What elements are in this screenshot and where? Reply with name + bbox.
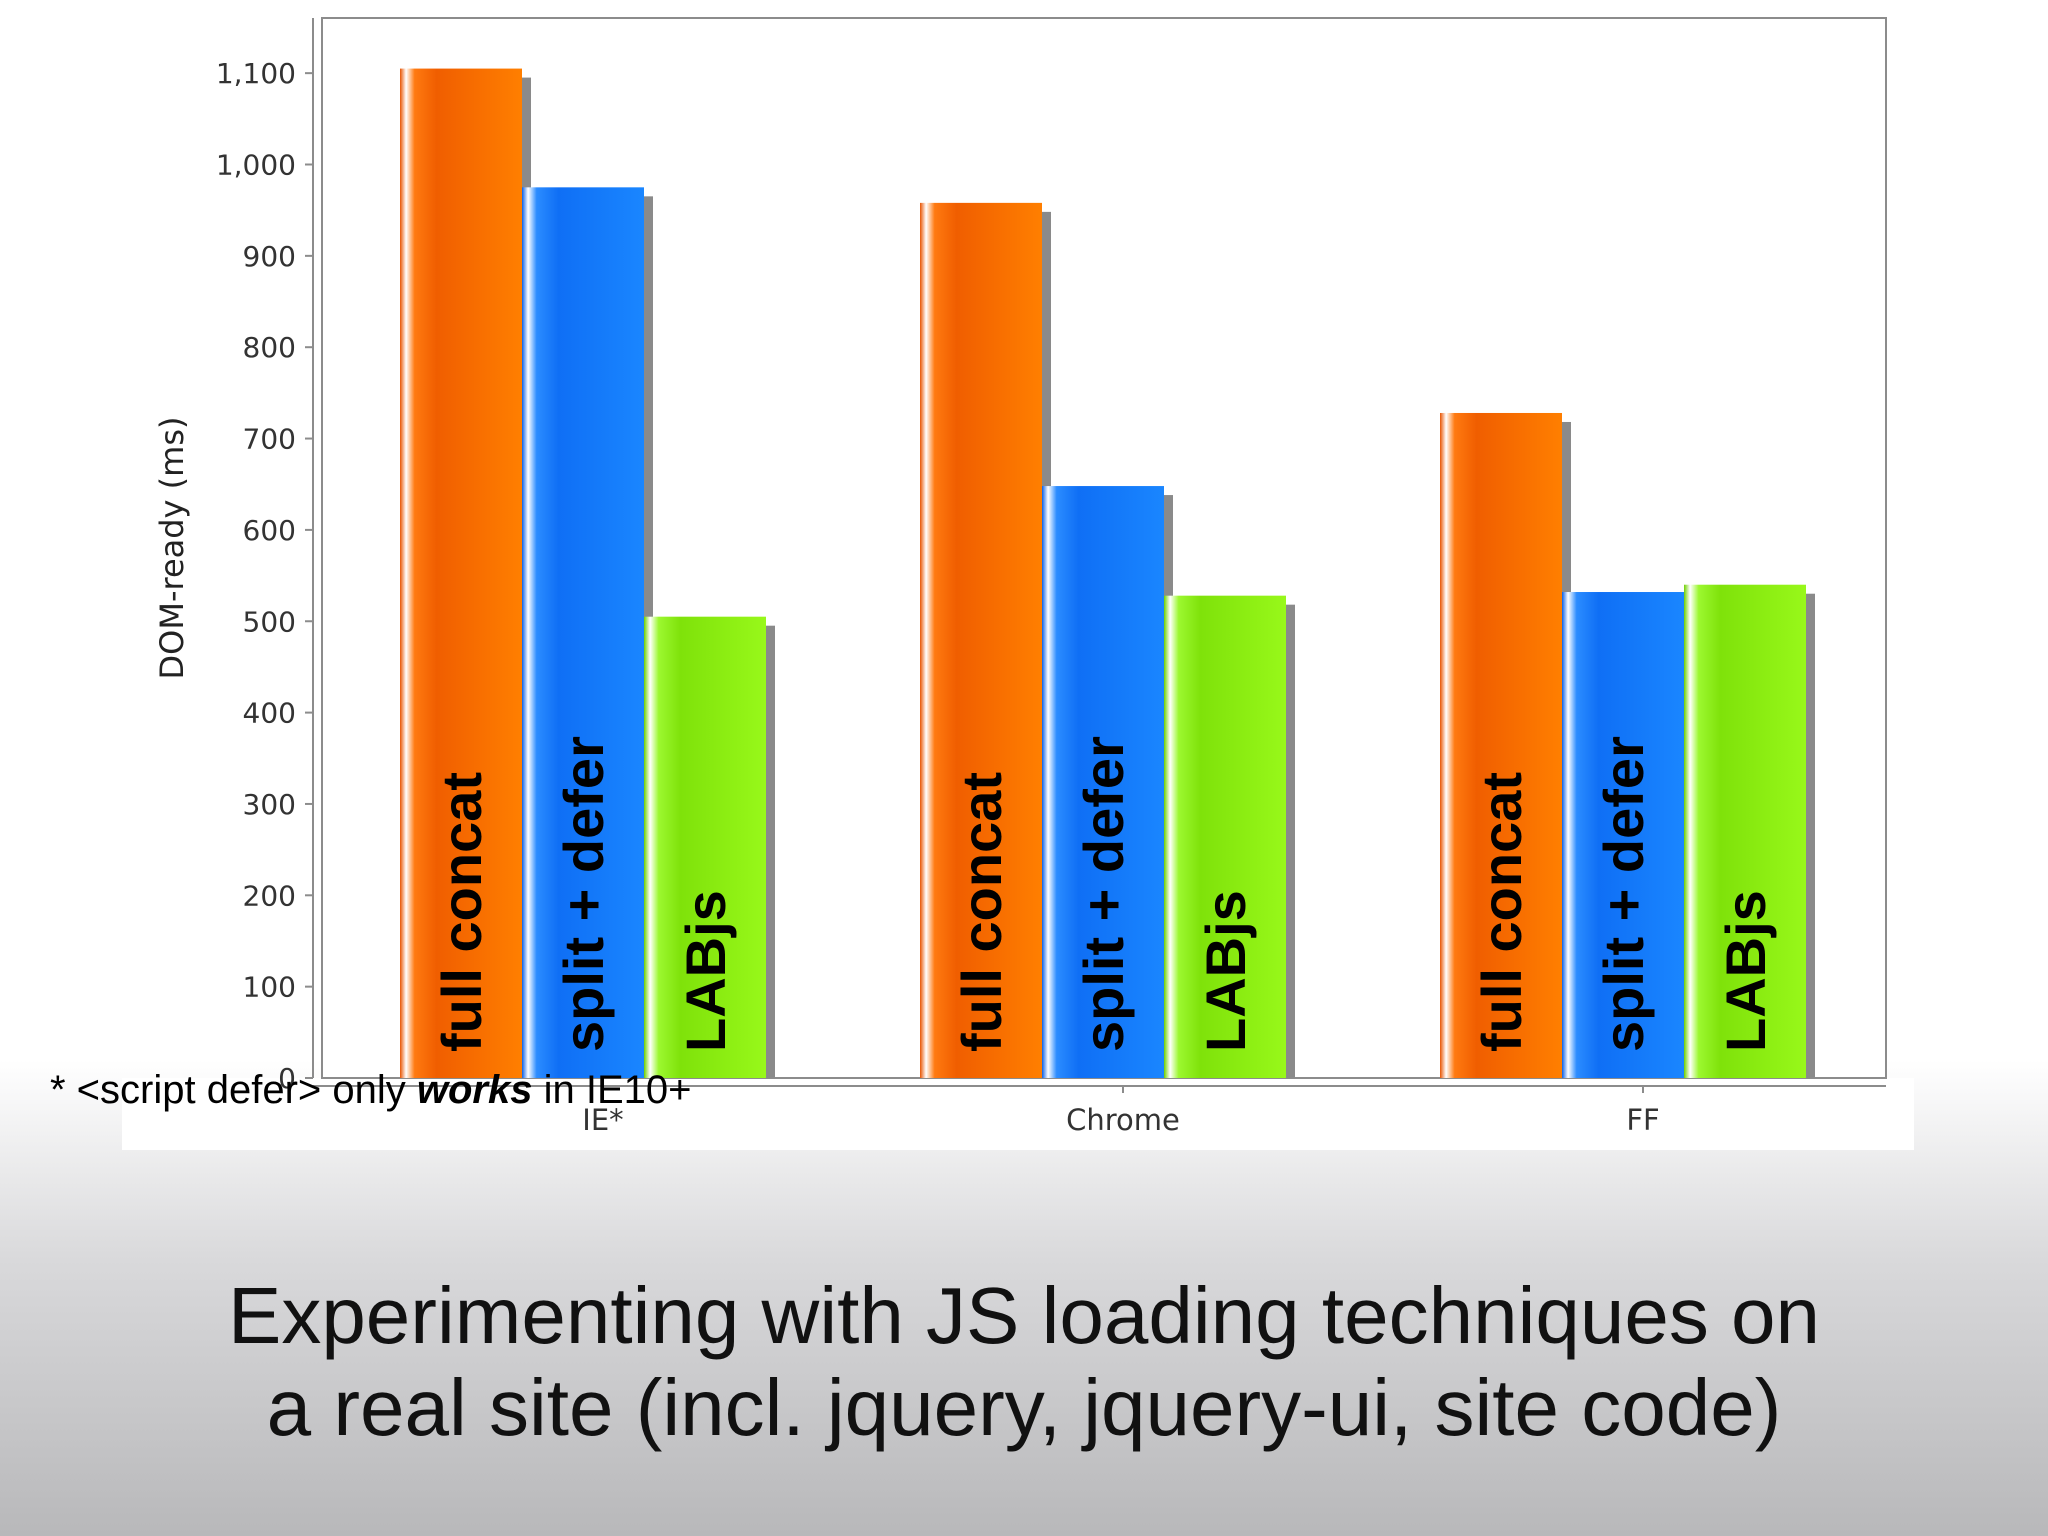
y-tick-label: 1,100 [216,57,296,90]
bar-full-concat-chrome [920,202,1042,1078]
slide-caption: Experimenting with JS loading techniques… [0,1270,2048,1454]
x-category-label: Chrome [1066,1103,1180,1137]
bar-labjs-chrome [1164,595,1286,1078]
footnote: * <script defer> only works in IE10+ [50,1068,691,1113]
y-tick-label: 0 [278,1062,296,1095]
footnote-emphasis: works [416,1068,533,1112]
bar-chart: 0 100 200 300 400 500 600 700 800 900 1,000 1,100 f… [122,17,1914,1150]
y-tick-label: 600 [243,514,296,547]
x-category-label: FF [1626,1103,1659,1137]
bar-label: LABjs [1714,890,1777,1052]
bar-label: full concat [430,772,493,1052]
bar-split-defer-chrome [1042,486,1164,1078]
x-category-label: IE* [582,1103,623,1137]
footnote-suffix: in IE10+ [532,1068,692,1112]
y-tick-label: 900 [243,240,296,273]
y-tick-label: 400 [243,697,296,730]
bar-label: full concat [950,772,1013,1052]
y-tick-label: 800 [243,331,296,364]
footnote-prefix: * <script defer> only [50,1068,417,1112]
caption-line-1: Experimenting with JS loading techniques… [227,1271,1821,1360]
bar-label: split + defer [1072,736,1135,1052]
bar-full-concat-ff [1440,412,1562,1078]
x-axis-label-strip [122,1078,1914,1150]
caption-line-2: a real site (incl. jquery, jquery-ui, si… [266,1363,1782,1452]
bar-labjs-ie [644,616,766,1078]
y-tick-label: 200 [243,879,296,912]
y-axis-label: DOM-ready (ms) [153,417,191,680]
y-tick-label: 1,000 [216,149,296,182]
bar-labjs-ff [1684,584,1806,1078]
bar-label: split + defer [1592,736,1655,1052]
y-tick-label: 700 [243,423,296,456]
bar-label: split + defer [552,736,615,1052]
bar-label: LABjs [674,890,737,1052]
bar-split-defer-ie [522,187,644,1078]
bar-split-defer-ff [1562,592,1684,1078]
bar-full-concat-ie [400,68,522,1078]
bar-label: LABjs [1194,890,1257,1052]
y-tick-label: 300 [243,788,296,821]
y-tick-label: 500 [243,605,296,638]
bar-label: full concat [1470,772,1533,1052]
y-tick-label: 100 [243,971,296,1004]
